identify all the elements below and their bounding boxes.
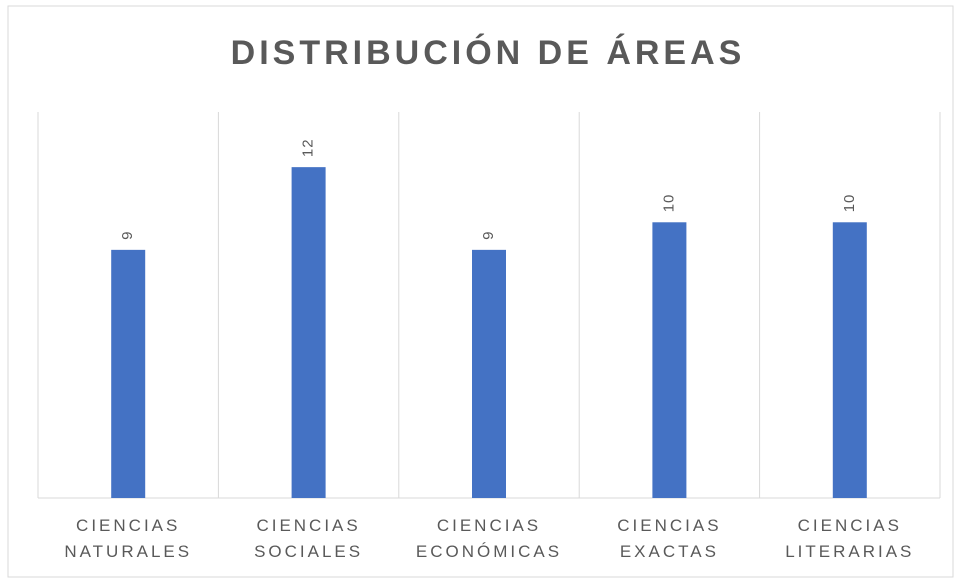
- x-tick-label-line: CIENCIAS: [256, 516, 360, 535]
- chart-title: DISTRIBUCIÓN DE ÁREAS: [231, 34, 746, 72]
- x-tick-label-line: NATURALES: [64, 542, 192, 561]
- data-label: 10: [841, 194, 858, 213]
- bar: [291, 167, 326, 498]
- x-tick-label: CIENCIAS NATURALES: [64, 516, 192, 561]
- x-tick-label-line: SOCIALES: [254, 542, 363, 561]
- bar: [472, 249, 506, 498]
- x-tick-label-line: CIENCIAS: [617, 516, 721, 535]
- x-tick-label-line: ECONÓMICAS: [416, 542, 562, 561]
- x-tick-label: CIENCIAS LITERARIAS: [785, 516, 914, 561]
- x-tick-label: CIENCIAS EXACTAS: [617, 516, 721, 561]
- x-tick-label: CIENCIAS SOCIALES: [254, 516, 363, 561]
- x-tick-label-line: LITERARIAS: [785, 542, 914, 561]
- x-tick-label-line: CIENCIAS: [437, 516, 541, 535]
- bar: [111, 249, 146, 498]
- x-tick-label-line: CIENCIAS: [76, 516, 180, 535]
- bar: [832, 222, 867, 499]
- x-tick-label-line: EXACTAS: [620, 542, 719, 561]
- bar: [652, 222, 687, 499]
- data-label: 12: [300, 138, 317, 157]
- x-tick-label-line: CIENCIAS: [798, 516, 902, 535]
- data-label: 9: [119, 231, 136, 240]
- data-label: 10: [660, 194, 677, 213]
- data-label: 9: [480, 231, 497, 240]
- x-tick-label: CIENCIAS ECONÓMICAS: [416, 516, 562, 561]
